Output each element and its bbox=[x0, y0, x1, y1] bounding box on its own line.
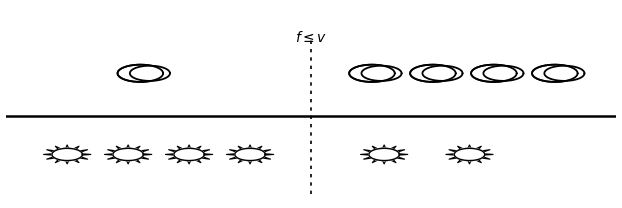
Polygon shape bbox=[52, 148, 82, 161]
Polygon shape bbox=[475, 159, 481, 163]
Polygon shape bbox=[373, 146, 379, 150]
Polygon shape bbox=[108, 156, 118, 159]
Polygon shape bbox=[55, 146, 62, 150]
Polygon shape bbox=[44, 154, 54, 155]
Polygon shape bbox=[169, 150, 179, 152]
Polygon shape bbox=[169, 156, 179, 159]
Polygon shape bbox=[261, 150, 271, 152]
Polygon shape bbox=[65, 145, 69, 149]
Polygon shape bbox=[165, 154, 176, 155]
Polygon shape bbox=[468, 145, 471, 149]
Text: $f \leq v$: $f \leq v$ bbox=[295, 30, 327, 45]
Polygon shape bbox=[483, 66, 524, 81]
Polygon shape bbox=[361, 66, 402, 81]
Polygon shape bbox=[177, 146, 184, 150]
Polygon shape bbox=[47, 156, 57, 159]
Polygon shape bbox=[383, 160, 386, 164]
Polygon shape bbox=[108, 150, 118, 152]
Polygon shape bbox=[373, 159, 379, 163]
Polygon shape bbox=[52, 148, 82, 161]
Polygon shape bbox=[104, 154, 115, 155]
Polygon shape bbox=[383, 145, 386, 149]
Polygon shape bbox=[72, 146, 79, 150]
Polygon shape bbox=[544, 66, 585, 81]
Polygon shape bbox=[55, 159, 62, 163]
Polygon shape bbox=[395, 156, 404, 159]
Polygon shape bbox=[248, 145, 252, 149]
Polygon shape bbox=[202, 154, 213, 155]
Polygon shape bbox=[194, 146, 201, 150]
Polygon shape bbox=[200, 156, 210, 159]
Polygon shape bbox=[113, 148, 143, 161]
Polygon shape bbox=[248, 160, 252, 164]
Polygon shape bbox=[226, 154, 237, 155]
Polygon shape bbox=[364, 150, 374, 152]
Polygon shape bbox=[449, 156, 459, 159]
Polygon shape bbox=[235, 148, 265, 161]
Polygon shape bbox=[235, 148, 265, 161]
Polygon shape bbox=[369, 148, 399, 161]
Polygon shape bbox=[187, 145, 191, 149]
Polygon shape bbox=[468, 160, 471, 164]
Polygon shape bbox=[130, 66, 170, 81]
Polygon shape bbox=[255, 146, 262, 150]
Polygon shape bbox=[141, 154, 152, 155]
Polygon shape bbox=[133, 146, 140, 150]
Polygon shape bbox=[480, 150, 490, 152]
Polygon shape bbox=[65, 160, 69, 164]
Polygon shape bbox=[126, 160, 130, 164]
Polygon shape bbox=[389, 159, 396, 163]
Polygon shape bbox=[446, 154, 456, 155]
Polygon shape bbox=[116, 159, 123, 163]
Polygon shape bbox=[78, 156, 88, 159]
Polygon shape bbox=[364, 156, 374, 159]
Polygon shape bbox=[361, 154, 371, 155]
Polygon shape bbox=[174, 148, 204, 161]
Polygon shape bbox=[200, 150, 210, 152]
Polygon shape bbox=[80, 154, 91, 155]
Polygon shape bbox=[126, 145, 130, 149]
Polygon shape bbox=[261, 156, 271, 159]
Polygon shape bbox=[458, 146, 465, 150]
Polygon shape bbox=[187, 160, 191, 164]
Polygon shape bbox=[483, 154, 493, 155]
Polygon shape bbox=[238, 146, 245, 150]
Polygon shape bbox=[72, 159, 79, 163]
Polygon shape bbox=[389, 146, 396, 150]
Polygon shape bbox=[78, 150, 88, 152]
Polygon shape bbox=[449, 150, 459, 152]
Polygon shape bbox=[369, 148, 399, 161]
Polygon shape bbox=[194, 159, 201, 163]
Polygon shape bbox=[133, 159, 140, 163]
Polygon shape bbox=[47, 150, 57, 152]
Polygon shape bbox=[475, 146, 481, 150]
Polygon shape bbox=[177, 159, 184, 163]
Polygon shape bbox=[397, 154, 408, 155]
Polygon shape bbox=[139, 156, 149, 159]
Polygon shape bbox=[395, 150, 404, 152]
Polygon shape bbox=[174, 148, 204, 161]
Polygon shape bbox=[458, 159, 465, 163]
Polygon shape bbox=[230, 150, 239, 152]
Polygon shape bbox=[255, 159, 262, 163]
Polygon shape bbox=[113, 148, 143, 161]
Polygon shape bbox=[230, 156, 239, 159]
Polygon shape bbox=[139, 150, 149, 152]
Polygon shape bbox=[238, 159, 245, 163]
Polygon shape bbox=[263, 154, 274, 155]
Polygon shape bbox=[454, 148, 485, 161]
Polygon shape bbox=[454, 148, 485, 161]
Polygon shape bbox=[116, 146, 123, 150]
Polygon shape bbox=[480, 156, 490, 159]
Polygon shape bbox=[422, 66, 463, 81]
